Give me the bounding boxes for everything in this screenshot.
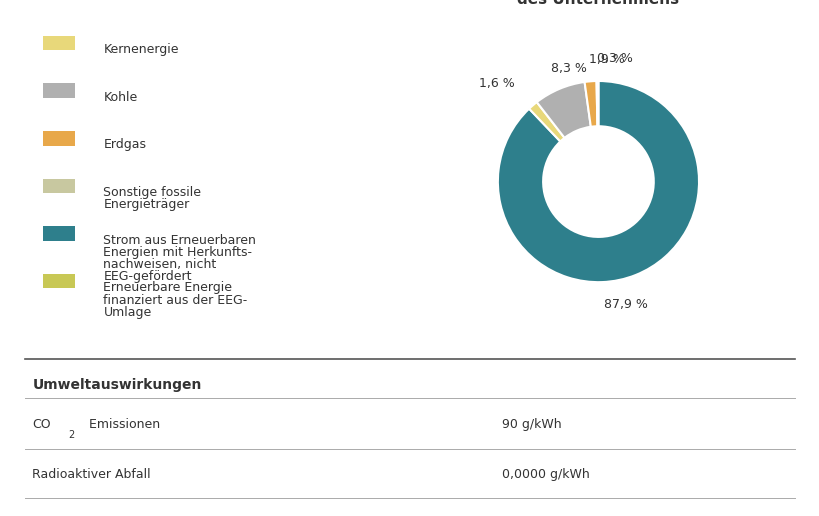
Text: 8,3 %: 8,3 %	[550, 62, 586, 75]
Wedge shape	[536, 82, 590, 138]
Text: Umweltauswirkungen: Umweltauswirkungen	[32, 378, 201, 392]
Text: 0,0000 g/kWh: 0,0000 g/kWh	[502, 467, 590, 481]
Text: 87,9 %: 87,9 %	[603, 298, 647, 311]
Wedge shape	[528, 102, 563, 141]
Text: Umlage: Umlage	[103, 306, 152, 319]
Title: Gesamtstromlieferungen
des Unternehmens: Gesamtstromlieferungen des Unternehmens	[491, 0, 705, 7]
Text: Energieträger: Energieträger	[103, 198, 189, 212]
FancyBboxPatch shape	[43, 227, 75, 241]
Text: 90 g/kWh: 90 g/kWh	[502, 418, 562, 431]
Text: Emissionen: Emissionen	[84, 418, 160, 431]
Text: Kohle: Kohle	[103, 91, 138, 104]
Text: Radioaktiver Abfall: Radioaktiver Abfall	[32, 467, 151, 481]
Text: 0,3 %: 0,3 %	[596, 52, 632, 66]
FancyBboxPatch shape	[43, 179, 75, 193]
FancyBboxPatch shape	[43, 84, 75, 98]
FancyBboxPatch shape	[43, 36, 75, 50]
Wedge shape	[596, 81, 598, 126]
Wedge shape	[584, 81, 597, 127]
Text: 1,9 %: 1,9 %	[588, 53, 624, 66]
Text: Strom aus Erneuerbaren: Strom aus Erneuerbaren	[103, 234, 256, 247]
Text: nachweisen, nicht: nachweisen, nicht	[103, 258, 216, 271]
FancyBboxPatch shape	[43, 131, 75, 146]
Text: EEG-gefördert: EEG-gefördert	[103, 270, 192, 283]
Text: Erdgas: Erdgas	[103, 138, 147, 151]
Wedge shape	[497, 81, 698, 282]
Text: finanziert aus der EEG-: finanziert aus der EEG-	[103, 294, 247, 307]
Text: CO: CO	[32, 418, 51, 431]
FancyBboxPatch shape	[43, 274, 75, 288]
Text: Erneuerbare Energie: Erneuerbare Energie	[103, 281, 232, 294]
Text: 1,6 %: 1,6 %	[478, 77, 514, 90]
Text: Energien mit Herkunfts-: Energien mit Herkunfts-	[103, 246, 252, 259]
Text: 2: 2	[69, 430, 75, 440]
Text: Sonstige fossile: Sonstige fossile	[103, 186, 201, 199]
Text: Kernenergie: Kernenergie	[103, 43, 179, 56]
